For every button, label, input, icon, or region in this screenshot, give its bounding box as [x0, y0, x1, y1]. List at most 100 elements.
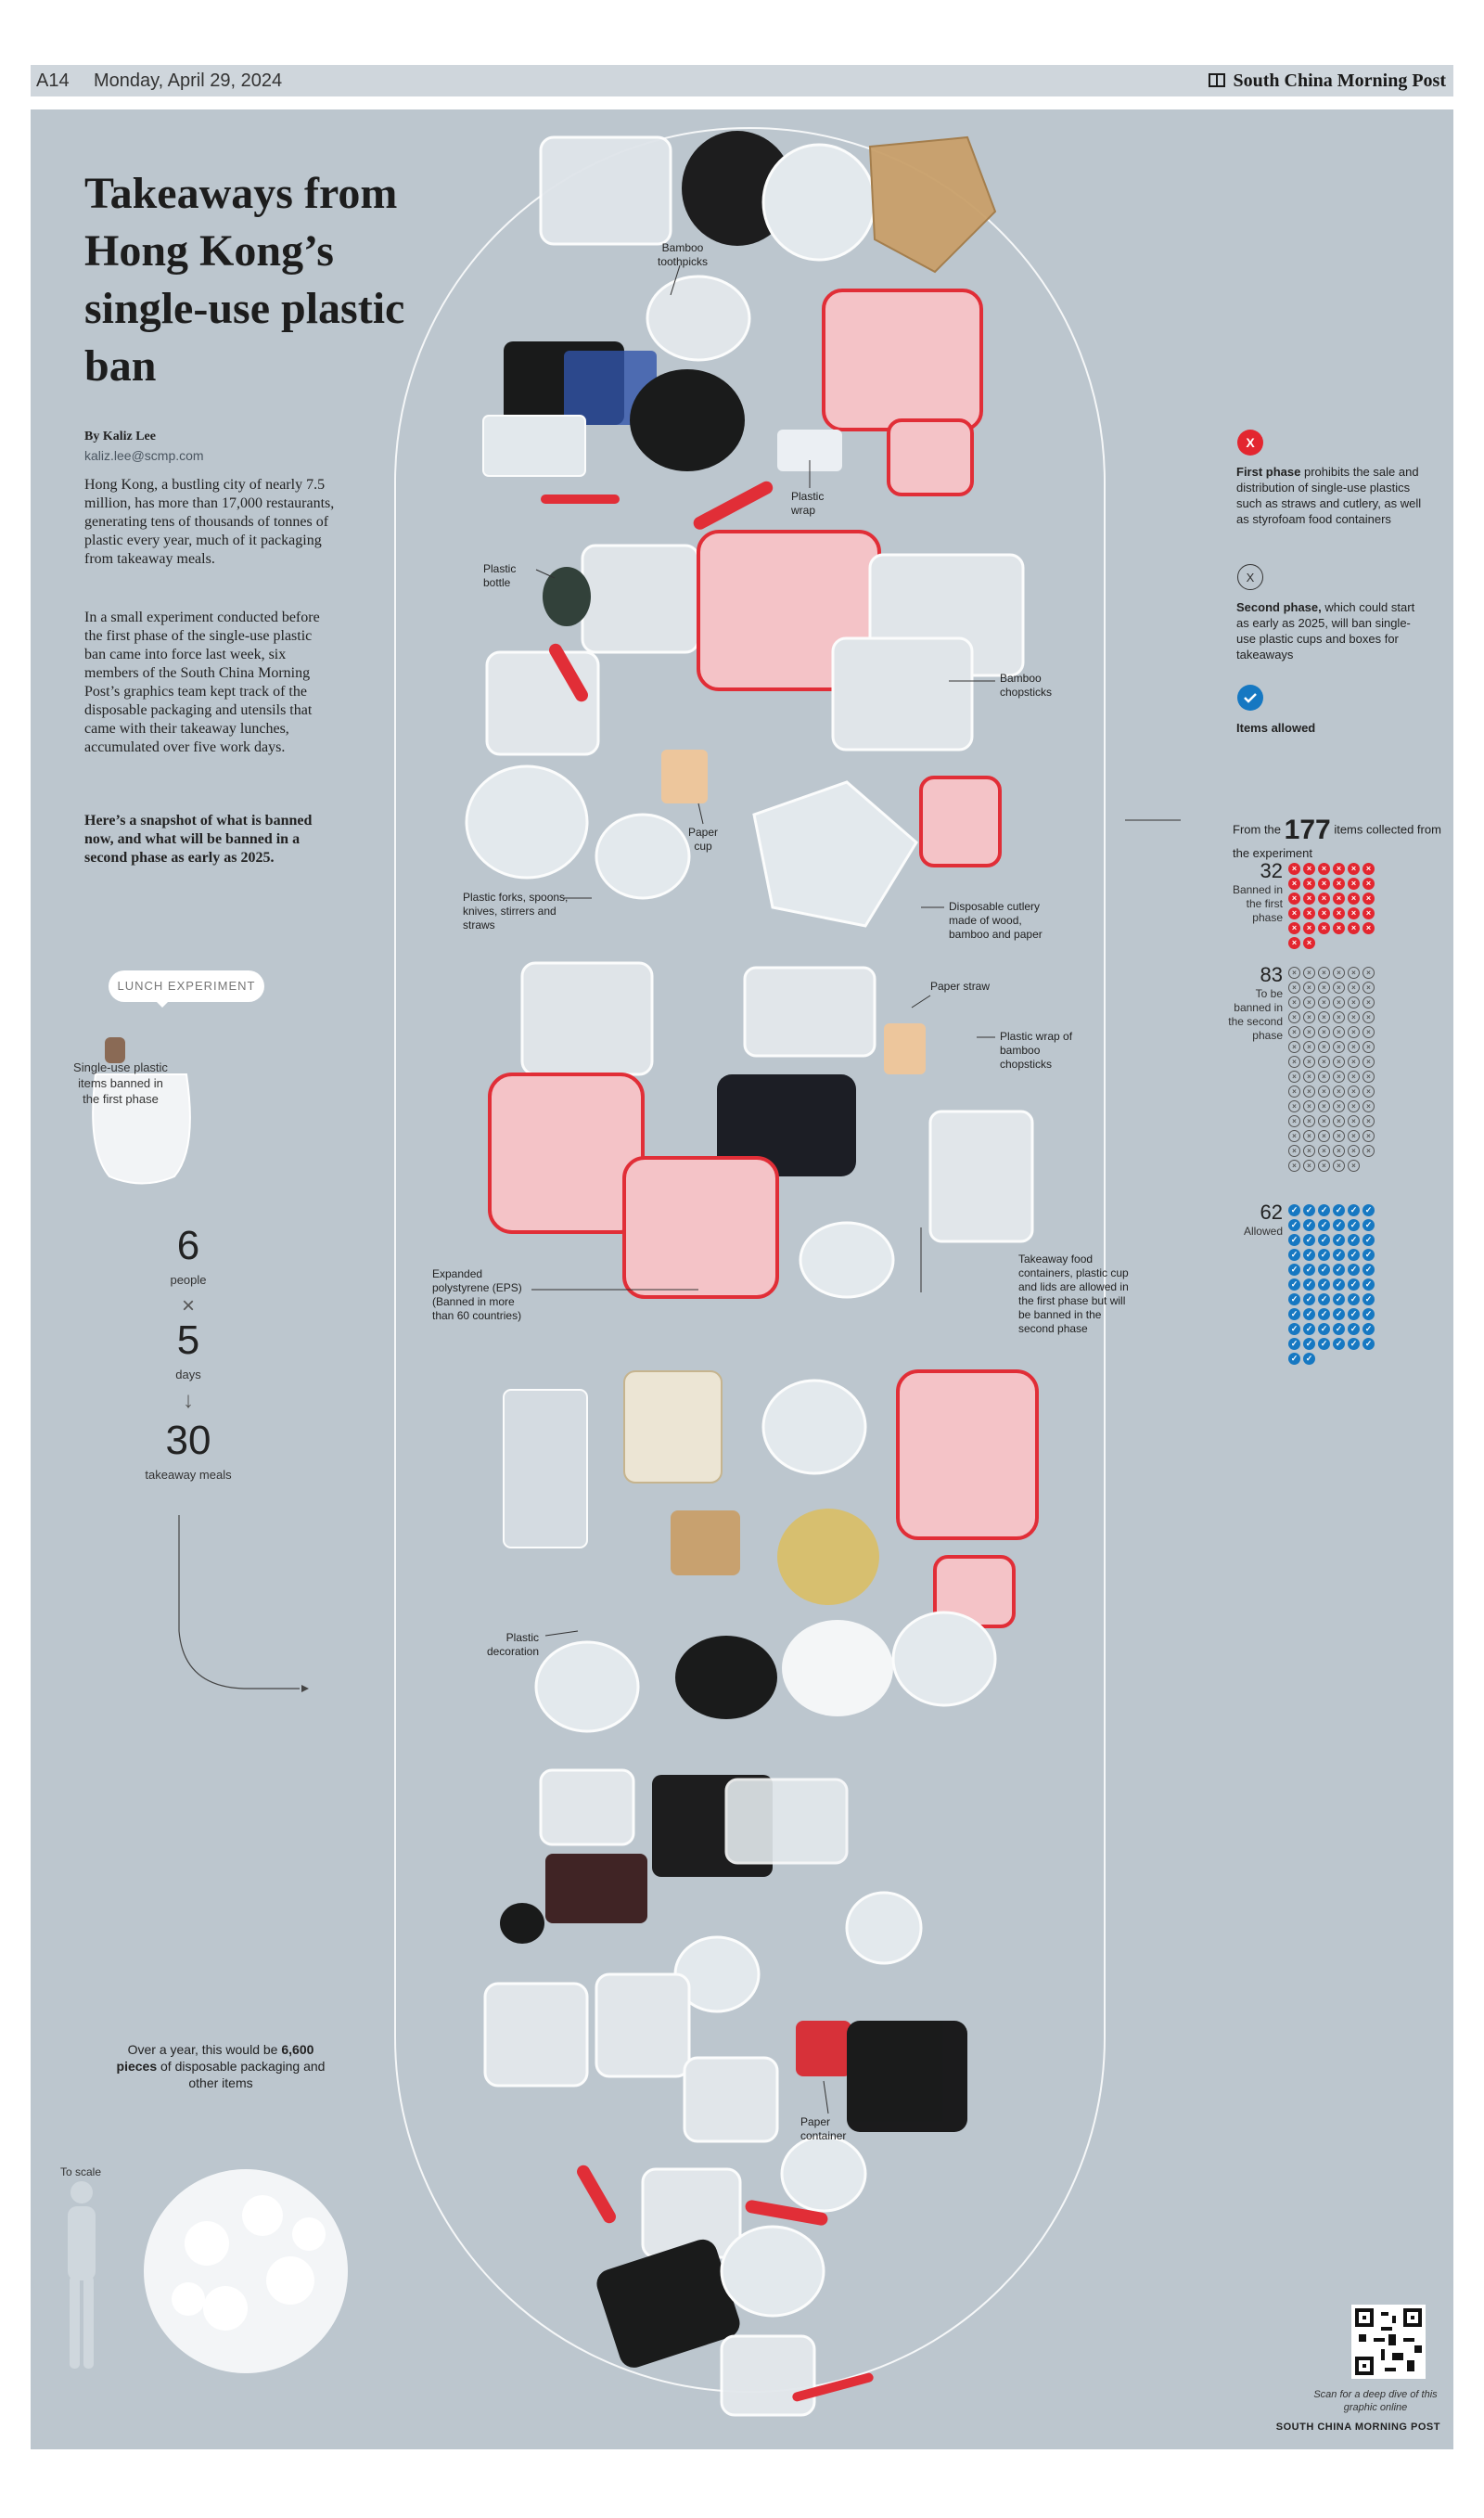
eps-box-5	[896, 1369, 1039, 1540]
allowed-dot: ✓	[1362, 1338, 1375, 1350]
banned-second-dot: ×	[1333, 1086, 1345, 1098]
person-silhouette	[68, 2181, 96, 2369]
anno-bamboo-toothpicks: Bamboo toothpicks	[657, 241, 709, 268]
allowed-dot: ✓	[1318, 1293, 1330, 1305]
dots-first-phase: × × × × × × × × × × × × × × × × × × × × × × × × × × × × × × × ×	[1288, 863, 1387, 949]
svg-text:X: X	[1246, 435, 1255, 450]
meals-label: takeaway meals	[145, 1468, 232, 1482]
black-bowl-4	[675, 1636, 777, 1719]
first-phase-icon: X	[1237, 430, 1263, 456]
banned-second-dot: ×	[1303, 996, 1315, 1008]
allowed-dot: ✓	[1362, 1293, 1375, 1305]
allowed-dot: ✓	[1348, 1204, 1360, 1216]
banned-first-dot: ×	[1318, 907, 1330, 919]
headline: Takeaways from Hong Kong’s single-use pl…	[84, 169, 405, 391]
allowed-dot: ✓	[1288, 1249, 1300, 1261]
banned-second-dot: ×	[1333, 967, 1345, 979]
banned-second-dot: ×	[1333, 1160, 1345, 1172]
banned-second-dot: ×	[1333, 1026, 1345, 1038]
banned-first-dot: ×	[1348, 922, 1360, 934]
allowed-dot: ✓	[1362, 1219, 1375, 1231]
allowed-dot: ✓	[1288, 1264, 1300, 1276]
clear-tray-3	[831, 636, 974, 752]
clear-lid	[761, 143, 876, 262]
allowed-dot: ✓	[1288, 1323, 1300, 1335]
banned-second-dot: ×	[1288, 982, 1300, 994]
banned-first-dot: ×	[1303, 863, 1315, 875]
banned-first-dot: ×	[1288, 893, 1300, 905]
allowed-dot: ✓	[1318, 1234, 1330, 1246]
banned-second-dot: ×	[1318, 982, 1330, 994]
allowed-dot: ✓	[1348, 1323, 1360, 1335]
banned-first-dot: ×	[1288, 878, 1300, 890]
body-paragraph-2: In a small experiment conducted before t…	[84, 610, 320, 755]
allowed-dot: ✓	[1333, 1278, 1345, 1291]
allowed-dot: ✓	[1303, 1278, 1315, 1291]
item-group-1	[482, 131, 997, 530]
banned-first-dot: ×	[1348, 893, 1360, 905]
black-box-6	[596, 2239, 740, 2368]
clear-bowl-2	[595, 813, 691, 900]
allowed-dot: ✓	[1318, 1204, 1330, 1216]
anno-plastic-wrap: Plastic wrap	[791, 490, 825, 517]
clear-box-2	[581, 544, 700, 654]
qr-caption: Scan for a deep dive of this graphic onl…	[1313, 2389, 1438, 2413]
banned-second-dot: ×	[1303, 982, 1315, 994]
banned-second-dot: ×	[1303, 1056, 1315, 1068]
banned-second-dot: ×	[1348, 996, 1360, 1008]
allowed-dot: ✓	[1348, 1264, 1360, 1276]
allowed-dot: ✓	[1303, 1234, 1315, 1246]
author-email[interactable]: kaliz.lee@scmp.com	[84, 448, 204, 463]
red-fork-1	[693, 481, 774, 530]
banned-second-dot: ×	[1288, 1145, 1300, 1157]
banned-first-dot: ×	[1333, 893, 1345, 905]
anno-plastic-decoration: Plastic decoration	[486, 1631, 539, 1658]
body-paragraph-1: Hong Kong, a bustling city of nearly 7.5…	[84, 477, 335, 567]
banned-second-dot: ×	[1318, 1041, 1330, 1053]
banned-second-dot: ×	[1362, 1086, 1375, 1098]
clear-lid-4	[799, 1221, 895, 1299]
allowed-dot: ✓	[1318, 1323, 1330, 1335]
allowed-dot: ✓	[1362, 1323, 1375, 1335]
to-scale-label: To scale	[60, 2165, 102, 2178]
banned-first-dot: ×	[1362, 863, 1375, 875]
clear-lid-7	[891, 1611, 997, 1707]
banned-second-dot: ×	[1333, 1100, 1345, 1112]
banned-second-dot: ×	[1288, 1086, 1300, 1098]
banned-first-dot: ×	[1288, 863, 1300, 875]
stat-allowed-label: Allowed	[1243, 1225, 1283, 1238]
allowed-dot: ✓	[1288, 1308, 1300, 1320]
allowed-dot: ✓	[1303, 1219, 1315, 1231]
banned-first-dot: ×	[1288, 907, 1300, 919]
clear-box-4	[520, 961, 654, 1076]
allowed-dot: ✓	[1288, 1293, 1300, 1305]
banned-second-dot: ×	[1362, 1026, 1375, 1038]
second-phase-icon: X	[1237, 564, 1263, 590]
clear-box	[539, 135, 672, 246]
black-box-3	[717, 1074, 856, 1176]
stat-second-number: 83	[1260, 963, 1283, 986]
banned-second-dot: ×	[1362, 1100, 1375, 1112]
banned-second-dot: ×	[1362, 982, 1375, 994]
qr-code[interactable]	[1351, 2305, 1426, 2379]
banned-second-dot: ×	[1288, 1011, 1300, 1023]
banned-second-dot: ×	[1303, 1145, 1315, 1157]
allowed-dot: ✓	[1318, 1278, 1330, 1291]
dots-second-phase: × × × × × × × × × × × × × × × × × × × × × × × × × × × × × × × × × × × × × × × ×…	[1288, 967, 1387, 1172]
anno-takeaway-containers: Takeaway food containers, plastic cup an…	[1018, 1253, 1129, 1335]
allowed-dot: ✓	[1303, 1204, 1315, 1216]
banned-second-dot: ×	[1348, 967, 1360, 979]
banned-second-dot: ×	[1348, 1086, 1360, 1098]
allowed-dot: ✓	[1348, 1219, 1360, 1231]
black-box-5	[847, 2021, 967, 2132]
banned-second-dot: ×	[1348, 1056, 1360, 1068]
banned-second-dot: ×	[1288, 1160, 1300, 1172]
newspaper-icon	[1209, 73, 1225, 87]
leader-plastic-bottle	[535, 569, 556, 579]
allowed-dot: ✓	[1362, 1204, 1375, 1216]
allowed-dot: ✓	[1303, 1308, 1315, 1320]
banned-first-dot: ×	[1333, 922, 1345, 934]
clear-box-9	[595, 1972, 691, 2078]
banned-second-dot: ×	[1348, 1100, 1360, 1112]
banned-second-dot: ×	[1303, 1071, 1315, 1083]
